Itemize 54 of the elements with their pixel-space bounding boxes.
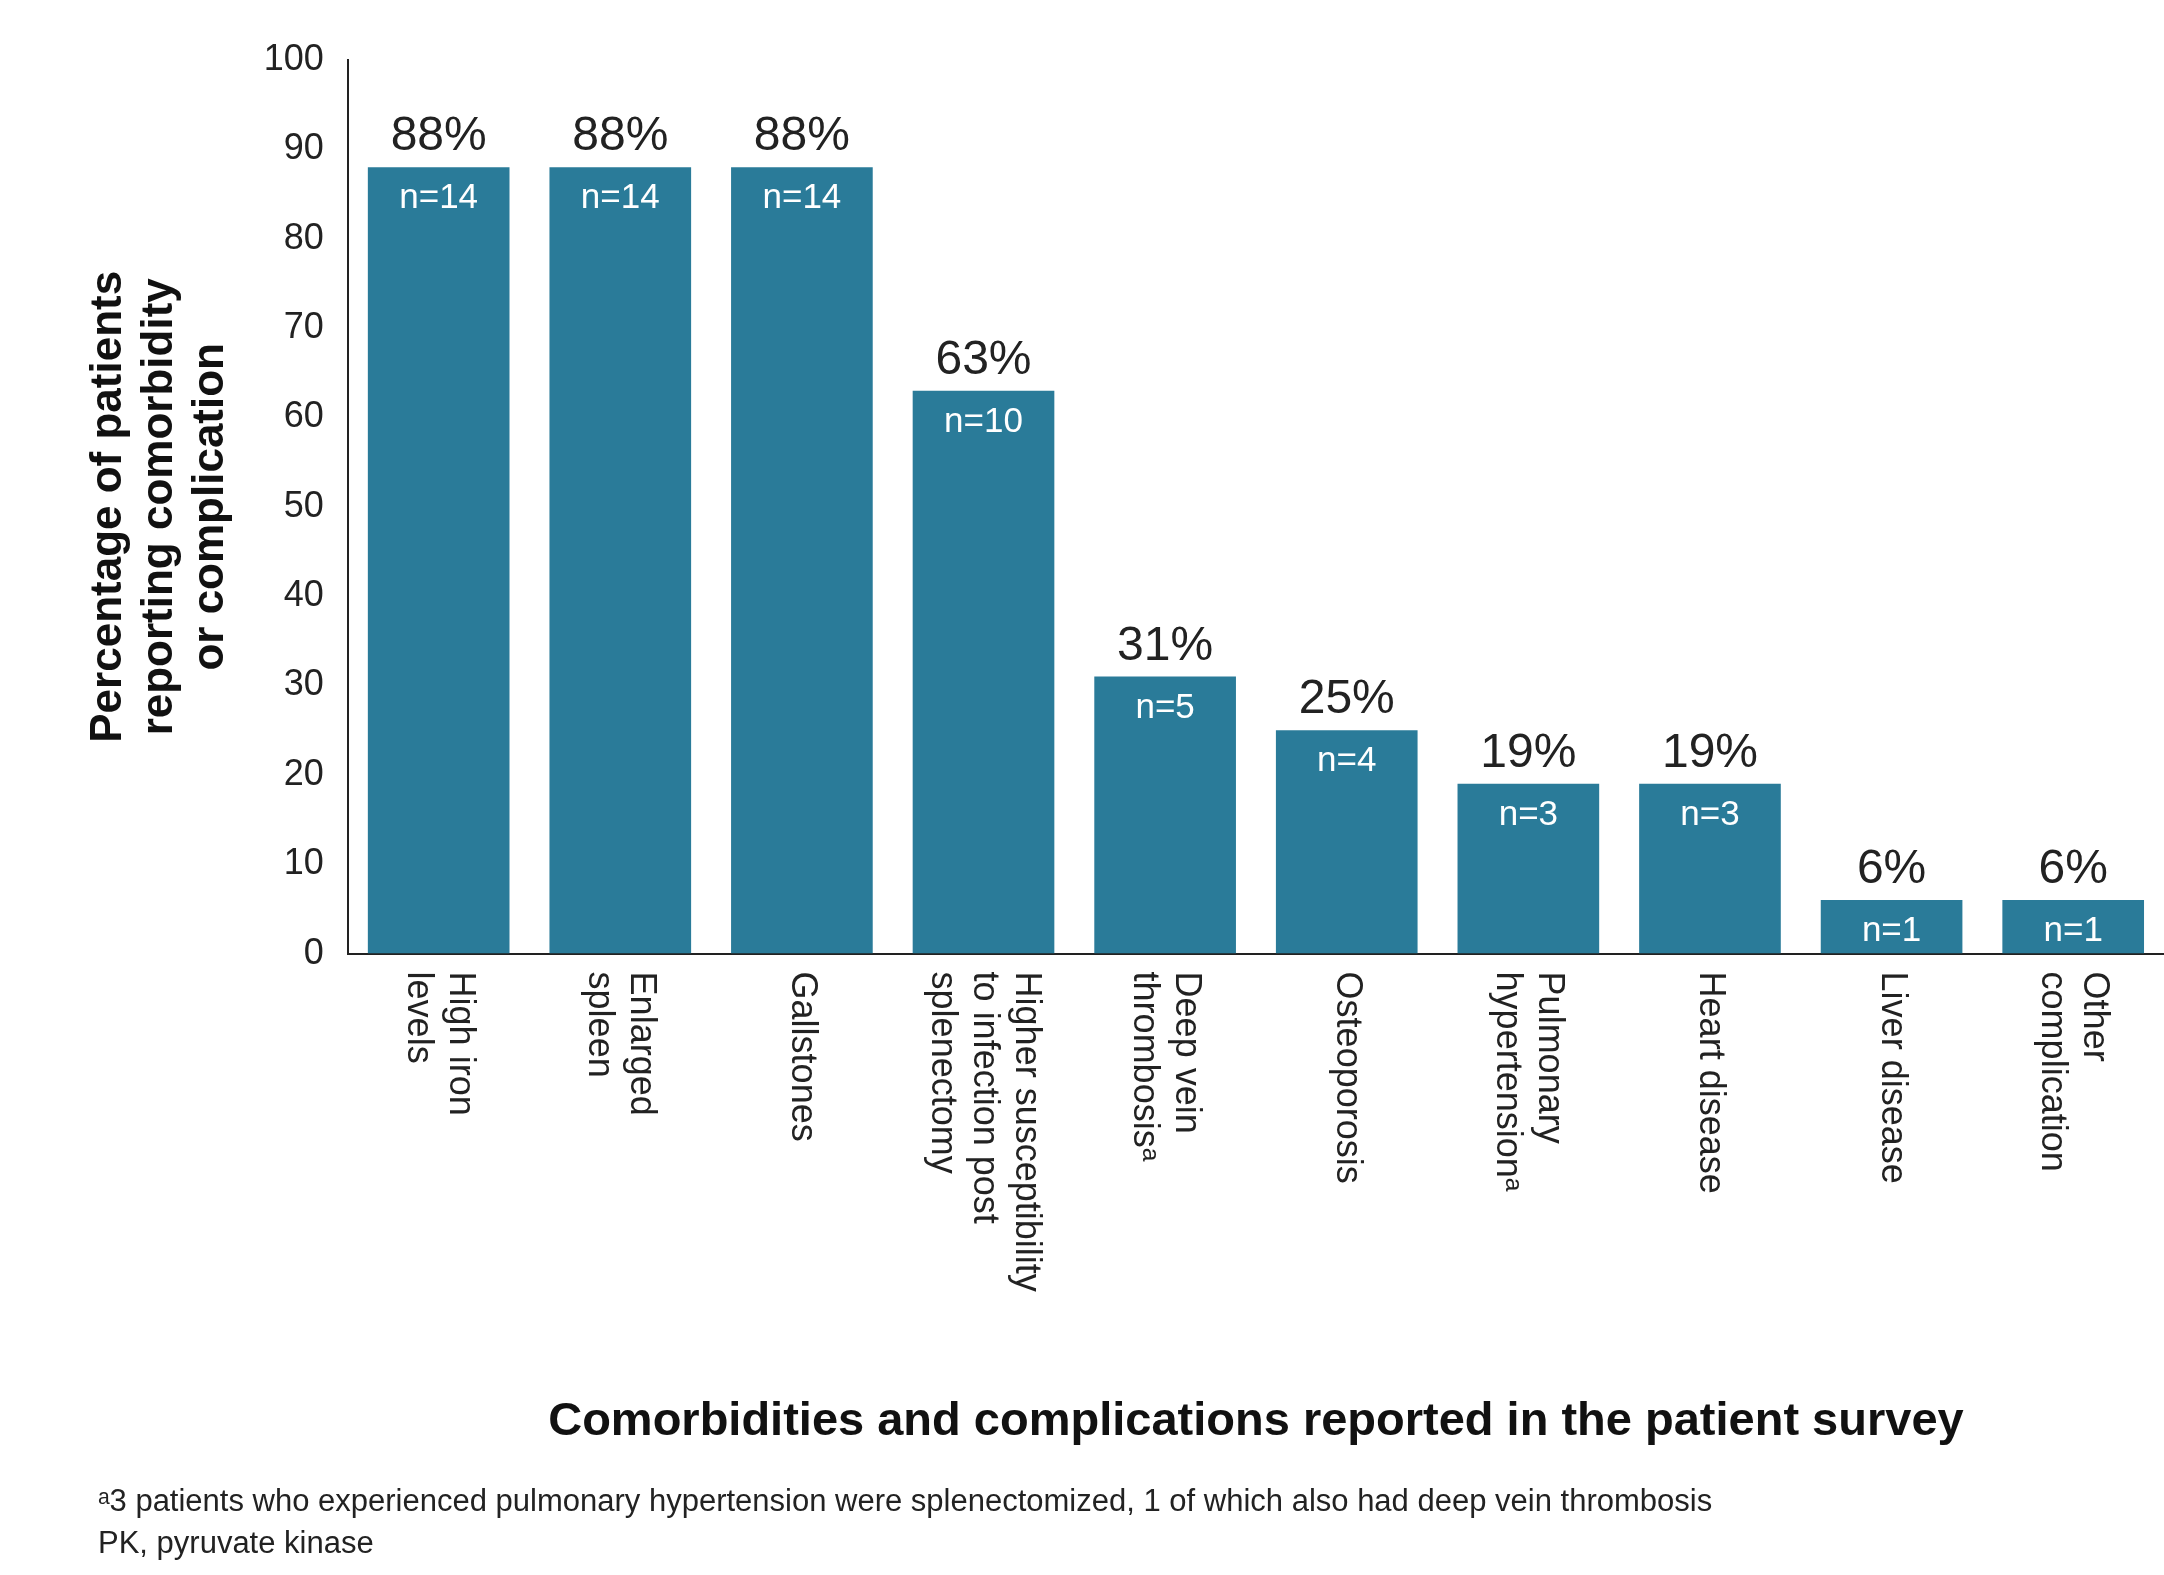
y-tick-label: 20 bbox=[283, 751, 324, 793]
annotation: n=3 bbox=[1498, 792, 1559, 832]
x-tick-label: Enlarged spleen bbox=[581, 971, 665, 1116]
text: ᵃ3 patients who experienced pulmonary hypertension were splenectomized, 1 of which also had deep vein thrombosis bbox=[98, 1482, 1713, 1520]
y-tick-label: 0 bbox=[303, 930, 324, 972]
annotation: n=1 bbox=[2043, 909, 2103, 949]
y-tick-label: 30 bbox=[283, 662, 324, 704]
data-label: 31% bbox=[1117, 616, 1214, 670]
y-tick-label: 70 bbox=[283, 305, 324, 346]
bar bbox=[2002, 899, 2145, 954]
x-axis-title: Comorbidities and complications reported in the patient survey bbox=[548, 1391, 1964, 1445]
data-label: 19% bbox=[1661, 724, 1759, 778]
data-label: 63% bbox=[935, 330, 1032, 384]
text: PK, pyruvate kinase bbox=[98, 1524, 375, 1562]
x-tick-label: Gallstones bbox=[783, 971, 825, 1142]
y-tick-label: 10 bbox=[283, 841, 324, 883]
annotation: n=1 bbox=[1861, 909, 1922, 949]
annotation: n=3 bbox=[1680, 792, 1740, 832]
annotation: n=14 bbox=[399, 176, 479, 216]
y-tick-label: 40 bbox=[283, 573, 324, 615]
bar bbox=[1639, 783, 1781, 954]
x-tick-label: Liver disease bbox=[1873, 971, 1915, 1184]
y-tick-label: 100 bbox=[263, 36, 324, 78]
x-tick-label: Other complication bbox=[2034, 971, 2118, 1172]
y-tick-label: 60 bbox=[283, 394, 324, 436]
x-tick-label: Pulmonary hypertensionᵃ bbox=[1489, 971, 1573, 1192]
data-label: 88% bbox=[390, 107, 487, 161]
x-tick-label: High iron levels bbox=[399, 971, 483, 1116]
data-label: 25% bbox=[1298, 670, 1395, 724]
annotation: n=14 bbox=[762, 176, 842, 216]
y-tick-label: 90 bbox=[283, 126, 324, 168]
y-axis-title: Percentage of patients reporting comorbidity or complication bbox=[81, 270, 232, 743]
data-label: 88% bbox=[572, 107, 669, 161]
data-label: 19% bbox=[1480, 724, 1577, 778]
bar bbox=[1094, 676, 1236, 954]
bar bbox=[1820, 899, 1963, 954]
annotation: n=10 bbox=[944, 399, 1023, 439]
bar bbox=[367, 167, 510, 954]
y-tick-label: 50 bbox=[283, 483, 324, 525]
y-tick-label: 80 bbox=[283, 215, 324, 257]
x-tick-label: Heart disease bbox=[1692, 971, 1734, 1194]
bar bbox=[731, 167, 873, 954]
annotation: n=5 bbox=[1135, 685, 1195, 725]
data-label: 6% bbox=[2038, 840, 2108, 894]
annotation: n=14 bbox=[580, 176, 660, 216]
x-tick-label: Osteoporosis bbox=[1328, 971, 1370, 1184]
bar bbox=[912, 390, 1055, 954]
x-tick-label: Higher susceptibility to infection post splenectomy bbox=[923, 971, 1049, 1292]
data-label: 88% bbox=[753, 107, 850, 161]
bar bbox=[1275, 730, 1418, 954]
bar bbox=[549, 167, 692, 954]
annotation: n=4 bbox=[1317, 739, 1377, 779]
data-label: 6% bbox=[1856, 840, 1927, 894]
bar bbox=[1457, 783, 1600, 954]
